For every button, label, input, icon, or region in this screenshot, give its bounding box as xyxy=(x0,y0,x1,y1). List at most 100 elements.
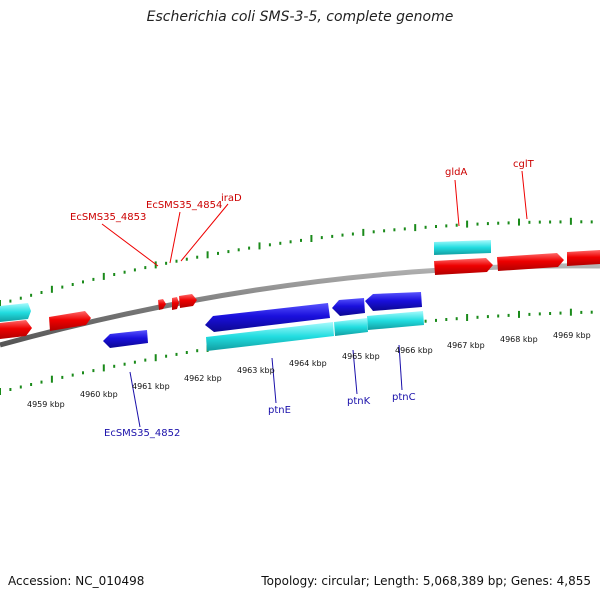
minor-tick xyxy=(185,351,188,354)
forward-cds-feature[interactable] xyxy=(49,311,91,331)
axis-tick-label: 4969 kbp xyxy=(553,331,591,340)
major-tick xyxy=(102,364,105,372)
axis-labels: 4959 kbp 4960 kbp 4961 kbp 4962 kbp 4963… xyxy=(27,331,591,409)
map-title: Escherichia coli SMS-3-5, complete genom… xyxy=(146,9,454,25)
forward-cds-feature[interactable] xyxy=(158,299,166,310)
minor-tick xyxy=(497,221,500,225)
minor-tick xyxy=(497,314,500,318)
minor-tick xyxy=(549,312,552,315)
major-tick xyxy=(518,310,520,318)
minor-tick xyxy=(19,385,22,389)
minor-tick xyxy=(40,380,43,384)
reverse-cds-feature[interactable] xyxy=(332,298,365,316)
gene-label[interactable]: EcSMS35_4853 xyxy=(70,212,146,223)
minor-tick xyxy=(92,277,95,281)
axis-tick-label: 4959 kbp xyxy=(27,400,65,409)
leader-line xyxy=(271,357,277,404)
minor-tick xyxy=(393,228,396,232)
minor-tick xyxy=(165,354,168,358)
minor-tick xyxy=(144,358,147,362)
reverse-features xyxy=(103,292,424,351)
reverse-rna-feature[interactable] xyxy=(367,311,424,330)
minor-tick xyxy=(185,257,188,261)
forward-cds-feature[interactable] xyxy=(0,320,32,339)
minor-tick xyxy=(486,222,489,226)
major-tick xyxy=(258,242,261,250)
minor-tick xyxy=(580,220,583,224)
major-tick xyxy=(50,375,53,383)
gene-label[interactable]: ptnK xyxy=(347,396,371,407)
minor-tick xyxy=(175,259,178,263)
minor-tick xyxy=(383,229,386,233)
minor-tick xyxy=(507,221,510,225)
gene-label[interactable]: EcSMS35_4854 xyxy=(146,200,222,211)
leader-line xyxy=(398,344,403,391)
leader-line xyxy=(180,203,229,262)
gene-label[interactable]: cglT xyxy=(513,159,535,170)
reverse-cds-feature[interactable] xyxy=(205,303,330,332)
gene-label[interactable]: EcSMS35_4852 xyxy=(104,428,180,439)
minor-tick xyxy=(19,296,22,300)
gene-label[interactable]: ptnC xyxy=(392,392,416,403)
forward-cds-feature[interactable] xyxy=(567,250,600,266)
minor-tick xyxy=(196,349,199,353)
major-tick xyxy=(206,251,209,259)
minor-tick xyxy=(580,310,583,314)
reverse-gene-labels: EcSMS35_4852 ptnE ptnK ptnC xyxy=(104,392,416,439)
gene-label[interactable]: iraD xyxy=(221,193,242,204)
forward-rna-feature[interactable] xyxy=(0,303,31,322)
forward-cds-feature[interactable] xyxy=(497,253,564,271)
minor-tick xyxy=(82,371,84,375)
forward-cds-feature[interactable] xyxy=(434,258,493,275)
minor-tick xyxy=(331,234,334,238)
minor-tick xyxy=(424,319,427,323)
minor-tick xyxy=(123,362,126,366)
minor-tick xyxy=(248,246,251,250)
minor-tick xyxy=(590,220,593,224)
forward-rna-feature[interactable] xyxy=(434,240,491,255)
minor-tick xyxy=(435,225,437,228)
minor-tick xyxy=(455,223,458,227)
minor-tick xyxy=(61,375,64,379)
forward-cds-feature[interactable] xyxy=(172,297,179,310)
minor-tick xyxy=(403,227,406,231)
reverse-cds-feature[interactable] xyxy=(365,292,422,311)
minor-tick xyxy=(71,373,74,377)
major-tick xyxy=(466,220,469,228)
leader-line xyxy=(352,349,358,395)
minor-tick xyxy=(196,255,199,259)
minor-tick xyxy=(486,315,489,319)
major-tick xyxy=(518,218,520,226)
axis-tick-label: 4965 kbp xyxy=(342,352,380,361)
minor-tick xyxy=(538,312,541,316)
major-tick xyxy=(310,235,313,242)
reverse-cds-feature[interactable] xyxy=(103,330,148,348)
gene-label[interactable]: gldA xyxy=(445,167,467,178)
accession-text: Accession: NC_010498 xyxy=(8,574,145,588)
minor-tick xyxy=(61,285,64,289)
axis-tick-label: 4964 kbp xyxy=(289,359,327,368)
minor-tick xyxy=(507,313,510,317)
leader-line xyxy=(521,170,528,220)
major-tick xyxy=(466,314,469,321)
minor-tick xyxy=(175,352,178,356)
minor-tick xyxy=(289,240,292,244)
minor-tick xyxy=(123,270,126,274)
reverse-rna-feature[interactable] xyxy=(206,322,334,351)
minor-tick xyxy=(40,291,43,294)
minor-tick xyxy=(227,250,230,254)
forward-cds-feature[interactable] xyxy=(179,294,197,308)
minor-tick xyxy=(538,220,541,224)
minor-tick xyxy=(445,224,448,228)
reverse-rna-feature[interactable] xyxy=(334,318,368,336)
minor-tick xyxy=(351,232,354,236)
minor-tick xyxy=(424,225,427,229)
minor-tick xyxy=(549,220,552,224)
minor-tick xyxy=(559,311,562,315)
minor-tick xyxy=(341,233,344,237)
minor-tick xyxy=(528,312,531,316)
axis-tick-label: 4961 kbp xyxy=(132,382,170,391)
gene-label[interactable]: ptnE xyxy=(268,405,291,416)
minor-tick xyxy=(476,222,479,226)
minor-tick xyxy=(217,251,219,255)
